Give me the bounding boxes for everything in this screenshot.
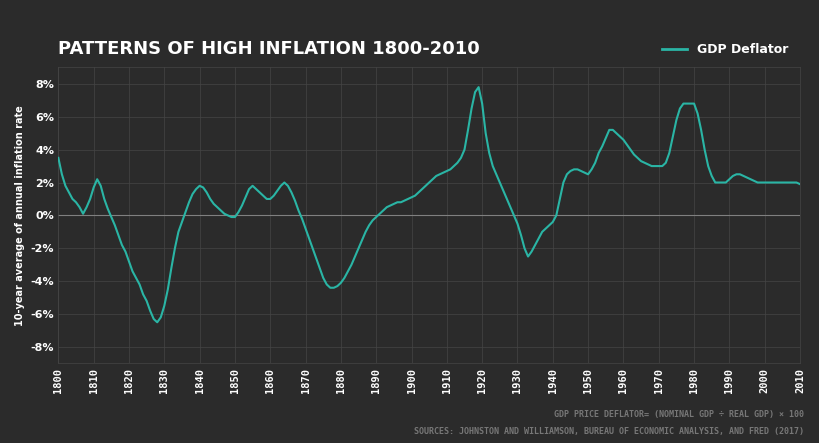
- Text: PATTERNS OF HIGH INFLATION 1800-2010: PATTERNS OF HIGH INFLATION 1800-2010: [58, 39, 479, 58]
- Text: GDP PRICE DEFLATOR= (NOMINAL GDP ÷ REAL GDP) × 100: GDP PRICE DEFLATOR= (NOMINAL GDP ÷ REAL …: [553, 410, 803, 419]
- Legend: GDP Deflator: GDP Deflator: [657, 38, 793, 61]
- Y-axis label: 10-year average of annual inflation rate: 10-year average of annual inflation rate: [15, 105, 25, 326]
- Text: SOURCES: JOHNSTON AND WILLIAMSON, BUREAU OF ECONOMIC ANALYSIS, AND FRED (2017): SOURCES: JOHNSTON AND WILLIAMSON, BUREAU…: [413, 427, 803, 436]
